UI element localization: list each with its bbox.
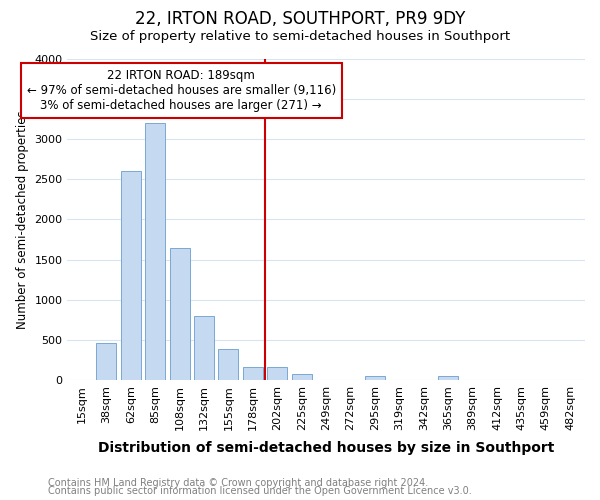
- Text: 22 IRTON ROAD: 189sqm
← 97% of semi-detached houses are smaller (9,116)
3% of se: 22 IRTON ROAD: 189sqm ← 97% of semi-deta…: [26, 68, 336, 112]
- Bar: [145, 123, 165, 380]
- X-axis label: Distribution of semi-detached houses by size in Southport: Distribution of semi-detached houses by …: [98, 441, 554, 455]
- Text: Contains HM Land Registry data © Crown copyright and database right 2024.: Contains HM Land Registry data © Crown c…: [48, 478, 428, 488]
- Bar: [292, 374, 312, 380]
- Bar: [194, 316, 214, 380]
- Bar: [218, 350, 238, 380]
- Y-axis label: Number of semi-detached properties: Number of semi-detached properties: [16, 110, 29, 329]
- Bar: [365, 376, 385, 380]
- Bar: [97, 343, 116, 380]
- Text: Size of property relative to semi-detached houses in Southport: Size of property relative to semi-detach…: [90, 30, 510, 43]
- Bar: [121, 172, 141, 380]
- Bar: [243, 366, 263, 380]
- Text: 22, IRTON ROAD, SOUTHPORT, PR9 9DY: 22, IRTON ROAD, SOUTHPORT, PR9 9DY: [135, 10, 465, 28]
- Bar: [268, 366, 287, 380]
- Text: Contains public sector information licensed under the Open Government Licence v3: Contains public sector information licen…: [48, 486, 472, 496]
- Bar: [438, 376, 458, 380]
- Bar: [170, 248, 190, 380]
